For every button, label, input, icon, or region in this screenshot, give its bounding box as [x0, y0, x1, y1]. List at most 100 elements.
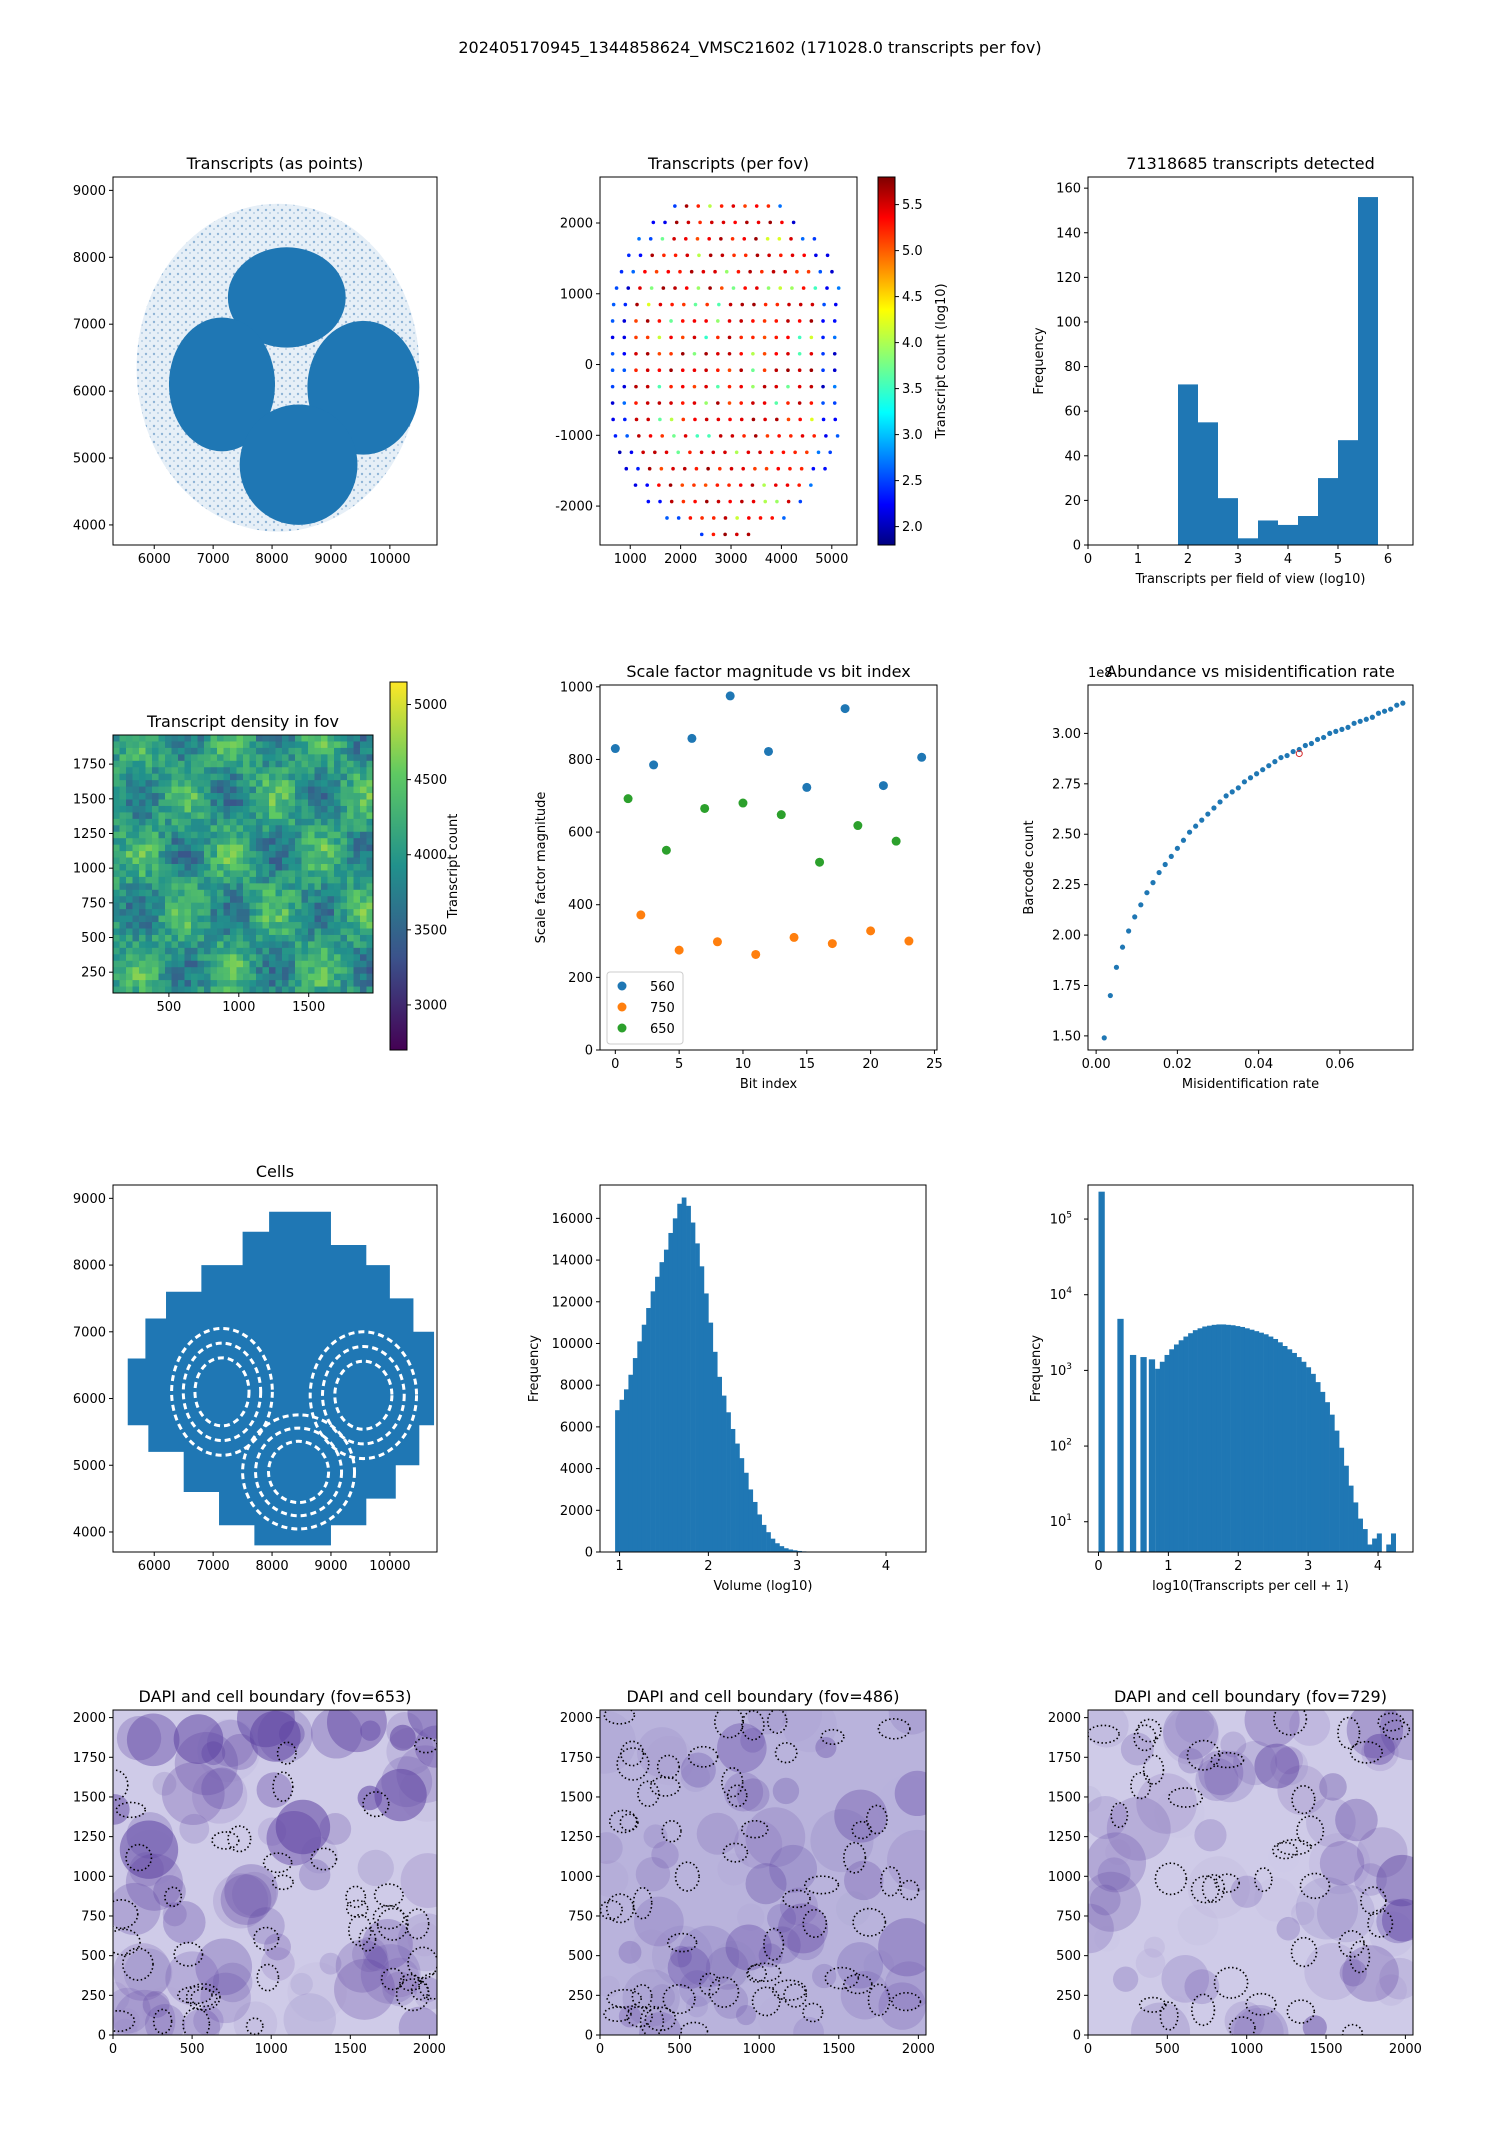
fov-point	[680, 483, 685, 487]
density-cell	[171, 780, 179, 788]
density-cell	[360, 844, 367, 852]
density-cell	[340, 780, 348, 788]
density-cell	[223, 928, 231, 936]
cell-boundary	[1110, 1802, 1129, 1829]
density-cell	[347, 902, 354, 910]
density-cell	[184, 889, 192, 897]
density-cell	[184, 754, 192, 762]
density-cell	[243, 799, 250, 807]
density-cell	[139, 760, 146, 768]
fov-point	[809, 335, 814, 340]
count-bar	[1339, 1447, 1345, 1552]
density-cell	[139, 747, 146, 755]
density-cell	[204, 786, 211, 794]
fov-point	[701, 269, 706, 274]
density-cell	[119, 915, 127, 923]
cell-gap-ring	[254, 1426, 344, 1518]
fov-point	[823, 466, 827, 471]
fov-point	[832, 319, 837, 323]
density-cell	[113, 934, 120, 942]
dapi-nucleus	[737, 1903, 764, 1930]
density-cell	[308, 870, 315, 878]
density-cell	[334, 947, 341, 955]
fov-point	[646, 499, 651, 504]
density-cell	[275, 915, 283, 923]
density-cell	[113, 902, 120, 910]
count-bar	[1164, 1354, 1170, 1552]
x-tick-label: 1000	[743, 2042, 776, 2057]
fov-point	[747, 516, 751, 520]
cell-boundary	[262, 1852, 293, 1874]
density-cell	[340, 838, 348, 846]
density-cell	[295, 818, 302, 826]
count-bar	[1155, 1368, 1161, 1552]
density-cell	[295, 857, 302, 865]
density-cell	[360, 941, 367, 949]
density-cell	[327, 954, 335, 962]
density-cell	[301, 896, 309, 904]
density-cell	[126, 851, 133, 859]
density-cell	[126, 760, 133, 768]
density-cell	[327, 780, 335, 788]
density-cell	[152, 870, 159, 878]
fov-point	[766, 204, 771, 208]
density-cell	[217, 838, 224, 846]
density-cell	[366, 857, 373, 865]
bit-point-650	[776, 810, 786, 820]
density-cell	[132, 767, 140, 775]
density-cell	[139, 864, 146, 871]
density-cell	[327, 928, 335, 936]
density-cell	[152, 786, 159, 794]
density-cell	[308, 928, 315, 936]
density-cell	[132, 980, 140, 988]
fov-point	[830, 269, 834, 274]
density-cell	[210, 954, 218, 962]
density-cell	[327, 986, 335, 993]
density-cell	[204, 967, 211, 975]
density-cell	[308, 973, 315, 981]
density-cell	[288, 799, 296, 807]
barcode-point	[1345, 724, 1351, 730]
fov-point	[716, 499, 721, 504]
barcode-point	[1284, 752, 1290, 759]
density-cell	[321, 941, 328, 949]
cell-boundary	[1159, 2001, 1179, 2031]
density-cell	[178, 831, 185, 839]
fov-colorbar-tick-label: 5.5	[902, 198, 923, 213]
density-cell	[197, 889, 205, 897]
density-cell	[288, 960, 296, 968]
density-cell	[282, 767, 289, 775]
fov-point	[718, 466, 722, 471]
x-tick-label: 3	[1304, 1559, 1312, 1574]
density-cell	[308, 786, 315, 794]
density-cell	[197, 967, 205, 975]
dapi-nucleus	[1376, 1854, 1413, 1907]
density-cell	[295, 735, 302, 742]
dapi-nucleus	[725, 1924, 772, 1971]
density-cell	[282, 754, 289, 762]
dapi-nucleus	[600, 1832, 623, 1865]
cell-boundary	[276, 1741, 297, 1765]
density-cell	[282, 760, 289, 768]
y-tick-label: 500	[81, 931, 106, 946]
density-cell	[360, 980, 367, 988]
fov-point	[775, 499, 779, 504]
fov-point	[791, 220, 796, 225]
dapi-nucleus	[758, 1943, 783, 1968]
density-cell	[132, 864, 140, 871]
barcode-point	[1333, 728, 1339, 734]
density-cell	[152, 838, 159, 846]
dapi-nucleus	[1335, 1798, 1378, 1842]
plot-area	[600, 1710, 926, 2035]
count-bar	[1390, 1533, 1397, 1552]
cell-boundary	[182, 2007, 211, 2035]
count-bar	[1188, 1333, 1194, 1552]
density-cell	[119, 967, 127, 975]
y-tick-exponent: 5	[1066, 1211, 1072, 1221]
density-cell	[126, 909, 133, 917]
density-cell	[236, 857, 244, 865]
plot-area	[113, 735, 373, 993]
density-cell	[132, 909, 140, 917]
density-cell	[347, 741, 354, 749]
